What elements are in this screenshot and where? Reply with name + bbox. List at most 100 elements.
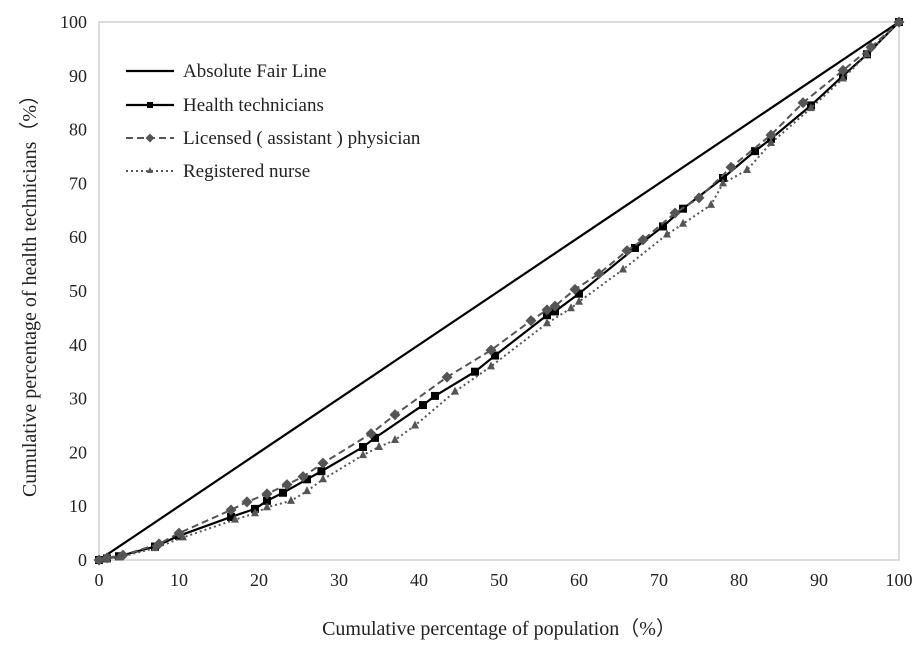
y-tick-label: 20	[69, 442, 87, 462]
triangle-marker	[543, 318, 551, 327]
square-marker	[147, 102, 153, 108]
square-marker	[359, 443, 367, 452]
x-tick-label: 40	[410, 570, 428, 590]
series-absolute-fair-line	[98, 21, 900, 561]
triangle-marker	[231, 514, 239, 523]
diamond-marker	[765, 129, 777, 141]
triangle-marker	[619, 264, 627, 273]
diamond-marker	[525, 315, 537, 327]
square-marker	[631, 243, 639, 252]
square-marker	[303, 475, 311, 484]
triangle-marker	[115, 552, 123, 561]
legend-label: Absolute Fair Line	[183, 61, 327, 82]
y-tick-label: 40	[69, 335, 87, 355]
triangle-marker	[895, 17, 903, 25]
x-tick-label: 30	[330, 570, 348, 590]
triangle-marker	[743, 164, 751, 173]
diamond-marker	[241, 496, 253, 508]
y-tick-label: 30	[69, 389, 87, 409]
legend-label: Registered nurse	[183, 161, 310, 182]
diamond-marker	[837, 64, 849, 76]
x-tick-label: 100	[886, 570, 913, 590]
triangle-marker	[359, 450, 367, 459]
diamond-marker	[441, 371, 453, 383]
y-tick-label: 90	[69, 66, 87, 86]
triangle-marker	[451, 386, 459, 395]
triangle-marker	[487, 361, 495, 370]
y-tick-label: 50	[69, 281, 87, 301]
triangle-marker	[263, 502, 271, 511]
square-marker	[719, 174, 727, 183]
y-tick-label: 70	[69, 173, 87, 193]
diamond-marker	[261, 488, 273, 500]
diamond-marker	[621, 245, 633, 257]
x-tick-label: 60	[570, 570, 588, 590]
triangle-marker	[151, 543, 159, 552]
triangle-marker	[679, 218, 687, 227]
diamond-marker	[797, 97, 809, 109]
triangle-marker	[147, 167, 153, 173]
square-marker	[279, 488, 287, 497]
series-licensed-assistant-physician	[93, 16, 905, 566]
square-marker	[431, 391, 439, 400]
x-tick-label: 80	[730, 570, 748, 590]
triangle-marker	[663, 229, 671, 238]
square-marker	[575, 289, 583, 298]
square-marker	[751, 147, 759, 156]
legend: Absolute Fair Line Health technicians Lice…	[126, 61, 421, 182]
triangle-marker	[767, 138, 775, 147]
triangle-marker	[287, 495, 295, 504]
square-marker	[227, 512, 235, 521]
y-tick-label: 60	[69, 227, 87, 247]
diamond-marker	[549, 300, 561, 312]
x-axis-label: Cumulative percentage of population（%）	[322, 617, 676, 640]
diamond-marker	[669, 207, 681, 219]
diamond-marker	[365, 428, 377, 440]
triangle-marker	[251, 508, 259, 517]
triangle-marker	[707, 199, 715, 208]
diamond-marker	[637, 234, 649, 246]
triangle-marker	[567, 303, 575, 312]
diamond-marker	[865, 41, 877, 53]
x-tick-label: 10	[170, 570, 188, 590]
series-line	[98, 21, 900, 561]
x-tick-label: 70	[650, 570, 668, 590]
y-axis-label: Cumulative percentage of health technici…	[18, 85, 41, 497]
y-tick-label: 80	[69, 120, 87, 140]
legend-label: Licensed ( assistant ) physician	[183, 128, 421, 149]
triangle-marker	[863, 49, 871, 58]
triangle-marker	[807, 103, 815, 112]
y-tick-label: 0	[78, 550, 87, 570]
x-tick-label: 20	[250, 570, 268, 590]
square-marker	[317, 467, 326, 476]
diamond-marker	[725, 161, 737, 173]
triangle-marker	[575, 296, 583, 305]
triangle-marker	[839, 73, 847, 82]
diamond-marker	[317, 457, 329, 469]
square-marker	[263, 496, 271, 505]
x-tick-label: 0	[95, 570, 104, 590]
triangle-marker	[319, 474, 327, 483]
triangle-marker	[95, 555, 103, 563]
square-marker	[491, 351, 499, 360]
plot-border	[98, 21, 900, 561]
diamond-marker	[281, 479, 293, 491]
legend-label: Health technicians	[183, 95, 324, 116]
diamond-marker	[593, 268, 605, 280]
triangle-marker	[411, 420, 419, 429]
triangle-marker	[103, 553, 111, 562]
diamond-marker	[389, 409, 401, 421]
diamond-marker	[297, 471, 309, 483]
square-marker	[659, 222, 667, 231]
triangle-marker	[179, 532, 187, 541]
x-tick-label: 90	[810, 570, 828, 590]
diamond-marker	[569, 283, 581, 295]
diamond-marker	[541, 304, 553, 316]
diamond-marker	[145, 133, 155, 143]
diamond-marker	[225, 504, 237, 516]
square-marker	[371, 433, 379, 442]
diamond-marker	[485, 344, 497, 356]
x-tick-label: 50	[490, 570, 508, 590]
triangle-marker	[391, 435, 399, 444]
